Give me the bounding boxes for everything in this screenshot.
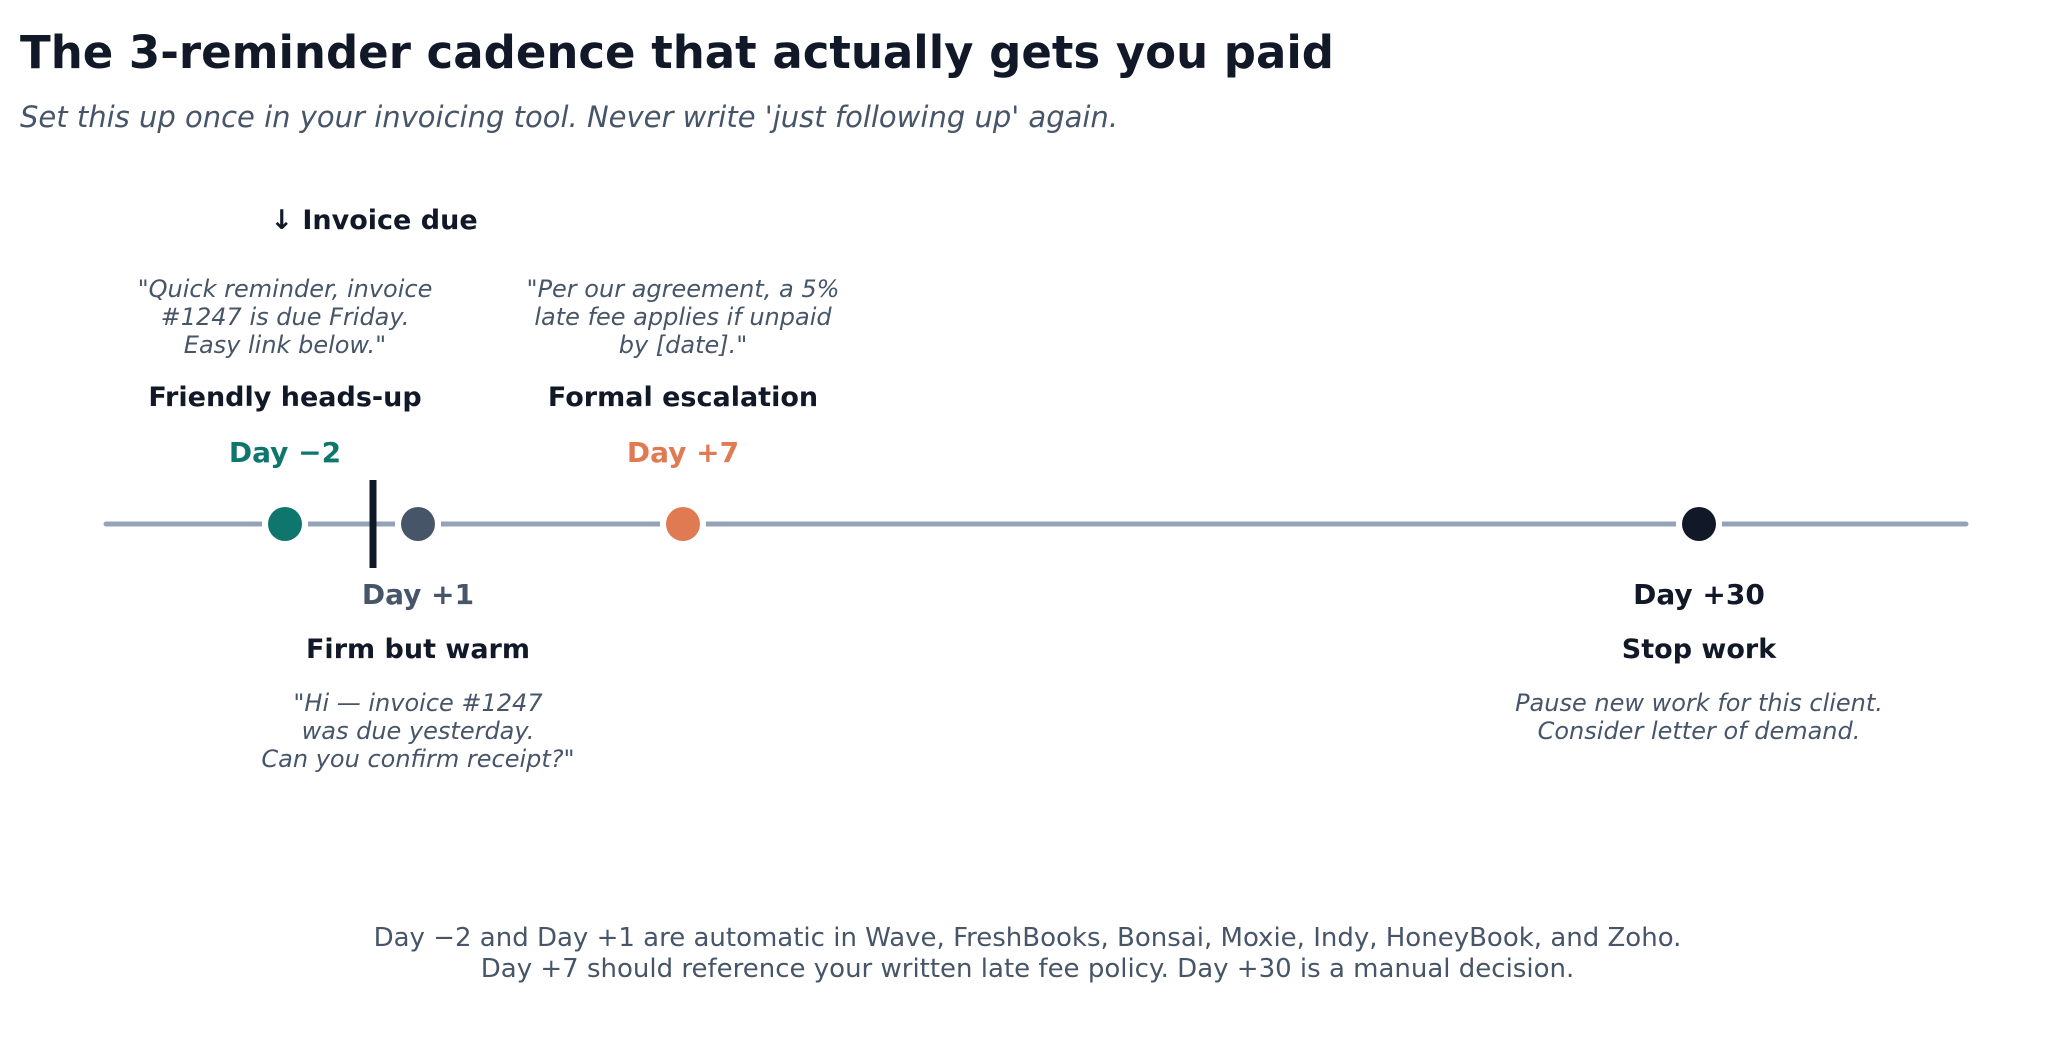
step-day-day-plus-7: Day +7	[626, 436, 740, 469]
step-quote-line: late fee applies if unpaid	[534, 303, 832, 331]
step-quote-day-plus-1: "Hi — invoice #1247 was due yesterday. C…	[261, 689, 574, 773]
step-quote-day-plus-30: Pause new work for this client. Consider…	[1515, 689, 1883, 745]
step-quote-line: "Hi — invoice #1247	[293, 689, 543, 717]
footer-line: Day +7 should reference your written lat…	[480, 954, 1575, 984]
step-quote-line: Can you confirm receipt?"	[261, 745, 575, 773]
step-quote-line: by [date]."	[618, 331, 748, 359]
footer-line: Day −2 and Day +1 are automatic in Wave,…	[373, 923, 1682, 953]
step-name-day-plus-1: Firm but warm	[305, 634, 531, 665]
step-day-day-plus-1: Day +1	[361, 578, 475, 611]
timeline-dot-day-plus-30	[1682, 507, 1716, 541]
step-name-day-plus-7: Formal escalation	[547, 382, 819, 413]
step-quote-line: Easy link below."	[183, 331, 387, 359]
timeline-dot-day-minus-2	[268, 507, 302, 541]
footer-note: Day −2 and Day +1 are automatic in Wave,…	[374, 923, 1682, 985]
step-quote-line: "Quick reminder, invoice	[137, 275, 433, 303]
timeline-points	[262, 501, 1722, 547]
timeline-dot-day-plus-7	[666, 507, 700, 541]
step-quote-line: #1247 is due Friday.	[160, 303, 410, 331]
timeline-dot-day-plus-1	[401, 507, 435, 541]
page-subtitle: Set this up once in your invoicing tool.…	[20, 100, 1119, 134]
step-name-day-minus-2: Friendly heads-up	[148, 382, 422, 413]
step-name-day-plus-30: Stop work	[1621, 634, 1777, 665]
step-quote-day-plus-7: "Per our agreement, a 5% late fee applie…	[527, 275, 840, 359]
step-quote-line: was due yesterday.	[301, 717, 535, 745]
page-title: The 3-reminder cadence that actually get…	[20, 26, 1334, 79]
step-quote-line: Pause new work for this client.	[1515, 689, 1883, 717]
step-quote-day-minus-2: "Quick reminder, invoice #1247 is due Fr…	[138, 275, 433, 359]
step-day-day-minus-2: Day −2	[228, 436, 342, 469]
step-quote-line: Consider letter of demand.	[1537, 717, 1861, 745]
step-day-day-plus-30: Day +30	[1633, 578, 1765, 611]
step-quote-line: "Per our agreement, a 5%	[526, 275, 840, 303]
invoice-due-label: ↓ Invoice due	[270, 205, 478, 236]
